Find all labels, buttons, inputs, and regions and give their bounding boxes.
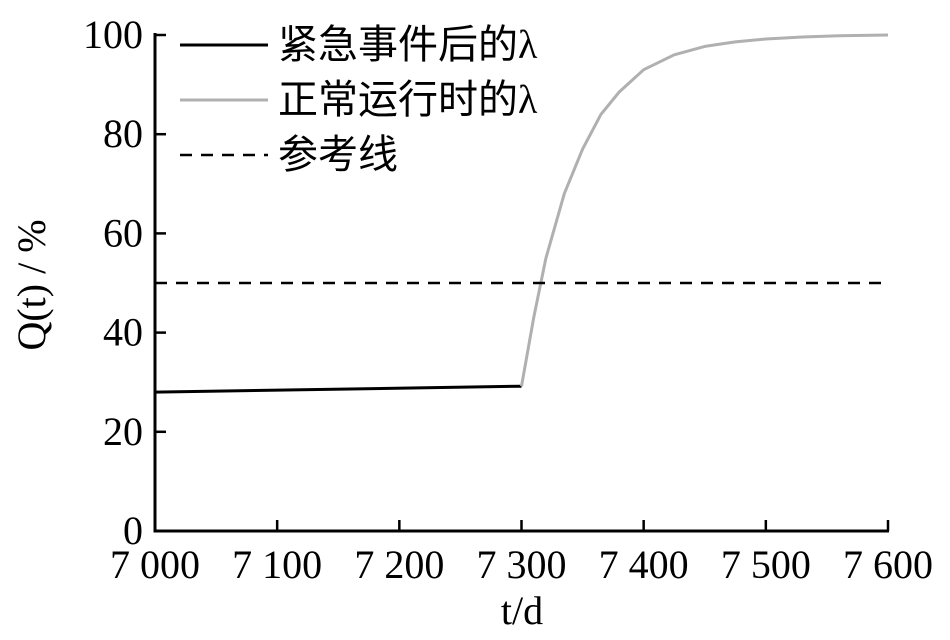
- y-tick-label: 80: [103, 111, 143, 156]
- legend-label-normal: 正常运行时的λ: [278, 77, 538, 122]
- legend-label-emergency: 紧急事件后的λ: [278, 22, 538, 67]
- series-line-normal: [520, 33, 889, 387]
- x-tick-label: 7 000: [110, 542, 200, 587]
- series-line-emergency: [154, 384, 522, 394]
- y-tick-label: 100: [83, 12, 143, 57]
- y-tick-label: 60: [103, 210, 143, 255]
- legend: 紧急事件后的λ 正常运行时的λ 参考线: [180, 22, 538, 177]
- x-axis-label: t/d: [501, 588, 543, 633]
- plot-area: [154, 33, 889, 394]
- x-tick-label: 7 400: [599, 542, 689, 587]
- x-tick-label: 7 200: [354, 542, 444, 587]
- x-tick-label: 7 300: [477, 542, 567, 587]
- tick-labels: 0 20 40 60 80 100 7 000 7 100 7 200 7 300 7 400 7 5…: [83, 12, 933, 587]
- legend-label-reference: 参考线: [278, 132, 398, 177]
- y-tick-label: 0: [123, 508, 143, 553]
- x-tick-label: 7 100: [232, 542, 322, 587]
- y-axis-label: Q(t) / %: [9, 219, 54, 350]
- y-tick-label: 40: [103, 310, 143, 355]
- y-tick-label: 20: [103, 409, 143, 454]
- axes: [153, 33, 890, 533]
- x-tick-label: 7 600: [843, 542, 933, 587]
- x-tick-label: 7 500: [721, 542, 811, 587]
